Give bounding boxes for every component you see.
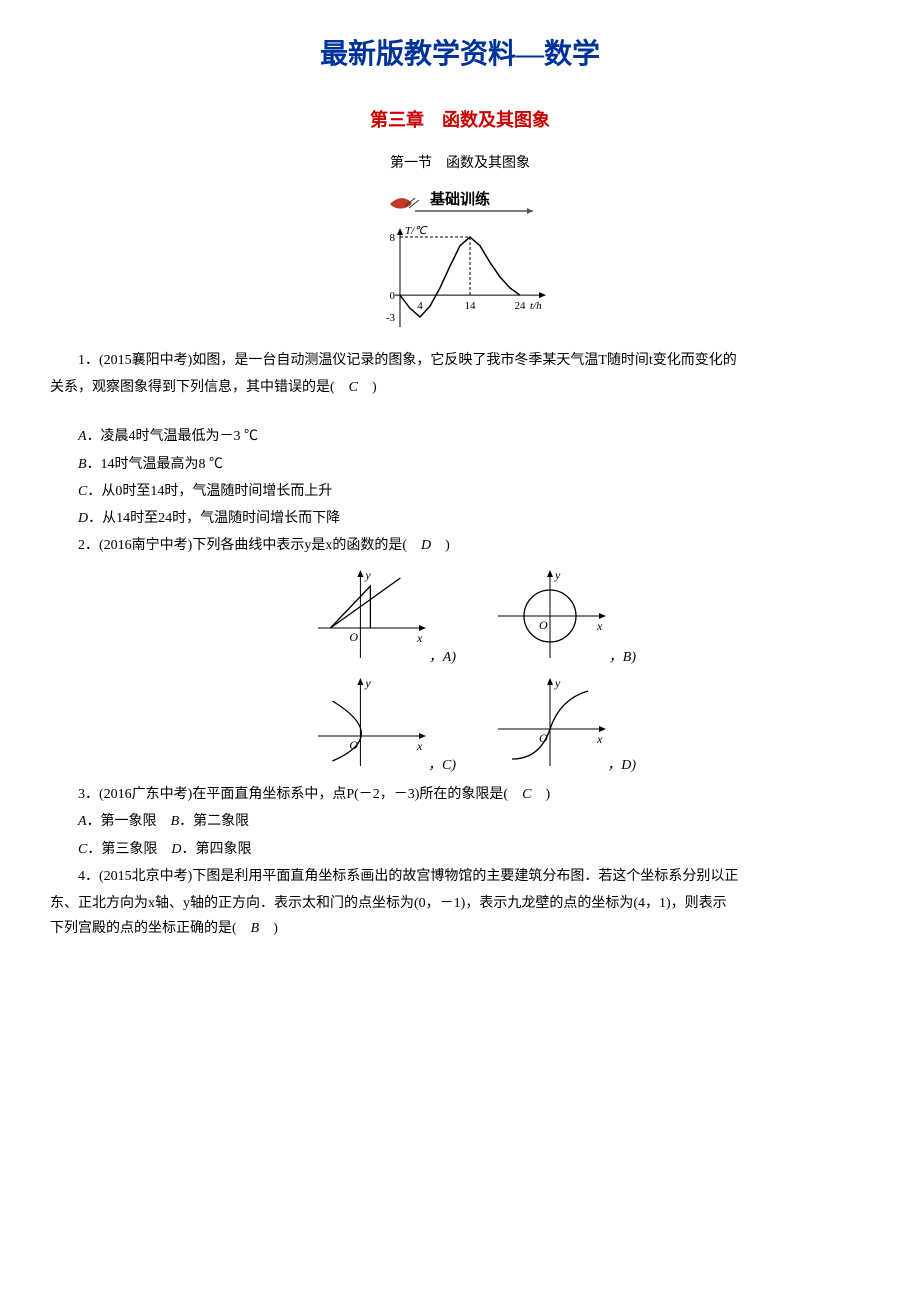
q1-optB-text: ．14时气温最高为8 ℃ (87, 457, 224, 472)
temp-chart-block: T/℃ t/h 8 0 -3 4 14 24 (50, 222, 870, 342)
q2-labelA: ，A) (429, 645, 456, 670)
q1-stem: 1．(2015襄阳中考)如图，是一台自动测温仪记录的图象，它反映了我市冬季某天气… (50, 348, 870, 373)
q1-stem-c: ) (358, 380, 377, 395)
q2-labelB: ，B) (609, 645, 636, 670)
svg-text:T/℃: T/℃ (405, 225, 428, 237)
q4-stem-a: 4．(2015北京中考)下图是利用平面直角坐标系画出的故宫博物馆的主要建筑分布图… (78, 869, 738, 884)
q3-D: D (171, 842, 181, 857)
svg-text:O: O (349, 630, 358, 644)
q3-line1: A．第一象限 B．第二象限 (78, 809, 870, 834)
section-title: 第一节 函数及其图象 (50, 151, 870, 176)
q3-line2: C．第三象限 D．第四象限 (78, 837, 870, 862)
label-B: B (78, 457, 87, 472)
svg-text:x: x (596, 732, 603, 746)
q1-optD: D．从14时至24时，气温随时间增长而下降 (78, 506, 870, 531)
svg-text:x: x (416, 631, 423, 645)
svg-text:8: 8 (390, 232, 396, 244)
q3-optD: ．第四象限 (181, 842, 251, 857)
mini-chart-D: yxO (490, 674, 610, 774)
svg-text:x: x (416, 739, 423, 753)
q1-optA: A．凌晨4时气温最低为－3 ℃ (78, 424, 870, 449)
svg-text:14: 14 (465, 300, 477, 312)
q2-stem-a: 2．(2016南宁中考)下列各曲线中表示y是x的函数的是( (78, 538, 421, 553)
q1-optA-text: ．凌晨4时气温最低为－3 ℃ (87, 429, 259, 444)
svg-text:-3: -3 (386, 312, 396, 324)
mini-chart-A: y x O (310, 566, 430, 666)
label-D: D (78, 511, 88, 526)
q1-stem2: 关系，观察图象得到下列信息，其中错误的是( C ) (50, 375, 870, 400)
svg-text:24: 24 (515, 300, 527, 312)
svg-text:0: 0 (390, 290, 396, 302)
q3-optA: ．第一象限 (87, 814, 171, 829)
svg-text:基础训练: 基础训练 (429, 190, 490, 208)
chapter-title: 第三章 函数及其图象 (50, 104, 870, 136)
q1-stem-b: 关系，观察图象得到下列信息，其中错误的是( (50, 380, 349, 395)
q1-stem-a: 1．(2015襄阳中考)如图，是一台自动测温仪记录的图象，它反映了我市冬季某天气… (78, 353, 737, 368)
q3-stem-b: ) (531, 787, 550, 802)
q3-C: C (78, 842, 87, 857)
mini-chart-B: y x O (490, 566, 610, 666)
q4-answer: B (251, 921, 260, 936)
banner-block: 基础训练 (50, 186, 870, 216)
q2-labelC: ，C) (428, 753, 456, 778)
svg-text:y: y (554, 676, 561, 690)
svg-text:y: y (554, 568, 561, 582)
svg-text:4: 4 (417, 300, 423, 312)
q1-optC-text: ．从0时至14时，气温随时间增长而上升 (87, 484, 332, 499)
q3-stem: 3．(2016广东中考)在平面直角坐标系中，点P(－2，－3)所在的象限是( C… (50, 782, 870, 807)
q4-stem2: 东、正北方向为x轴、y轴的正方向．表示太和门的点坐标为(0，－1)，表示九龙壁的… (50, 891, 870, 916)
q4-stem-d: ) (259, 921, 278, 936)
svg-text:O: O (539, 618, 548, 632)
q2-answer: D (421, 538, 431, 553)
q4-stem-b: 东、正北方向为x轴、y轴的正方向．表示太和门的点坐标为(0，－1)，表示九龙壁的… (50, 896, 727, 911)
q2-row1: yxO ，A) yxO ，B) (50, 566, 870, 666)
q2-stem-b: ) (431, 538, 450, 553)
svg-text:t/h: t/h (530, 300, 542, 312)
q3-optC: ．第三象限 (87, 842, 171, 857)
temperature-chart: T/℃ t/h 8 0 -3 4 14 24 (370, 222, 550, 342)
label-A: A (78, 429, 87, 444)
q2-figB: yxO ，B) (490, 566, 610, 666)
q4-stem-c: 下列宫殿的点的坐标正确的是( (50, 921, 251, 936)
q2-stem: 2．(2016南宁中考)下列各曲线中表示y是x的函数的是( D ) (50, 533, 870, 558)
q3-stem-a: 3．(2016广东中考)在平面直角坐标系中，点P(－2，－3)所在的象限是( (78, 787, 522, 802)
q3-B: B (171, 814, 180, 829)
svg-text:x: x (596, 619, 603, 633)
q2-figD: yxO ，D) (490, 674, 610, 774)
q3-optB: ．第二象限 (179, 814, 249, 829)
svg-text:y: y (364, 676, 371, 690)
q2-labelD: ，D) (607, 753, 636, 778)
q2-row2: yxO ，C) yxO ，D) (50, 674, 870, 774)
q1-optB: B．14时气温最高为8 ℃ (78, 452, 870, 477)
q1-optC: C．从0时至14时，气温随时间增长而上升 (78, 479, 870, 504)
banner-svg: 基础训练 (385, 186, 535, 216)
q4-stem1: 4．(2015北京中考)下图是利用平面直角坐标系画出的故宫博物馆的主要建筑分布图… (50, 864, 870, 889)
q1-optD-text: ．从14时至24时，气温随时间增长而下降 (88, 511, 340, 526)
q1-answer: C (349, 380, 358, 395)
q2-figA: yxO ，A) (310, 566, 430, 666)
main-title: 最新版教学资料—数学 (50, 30, 870, 80)
mini-chart-C: yxO (310, 674, 430, 774)
svg-text:y: y (364, 568, 371, 582)
q4-stem3: 下列宫殿的点的坐标正确的是( B ) (50, 916, 870, 941)
label-C: C (78, 484, 87, 499)
q2-figC: yxO ，C) (310, 674, 430, 774)
q3-A: A (78, 814, 87, 829)
